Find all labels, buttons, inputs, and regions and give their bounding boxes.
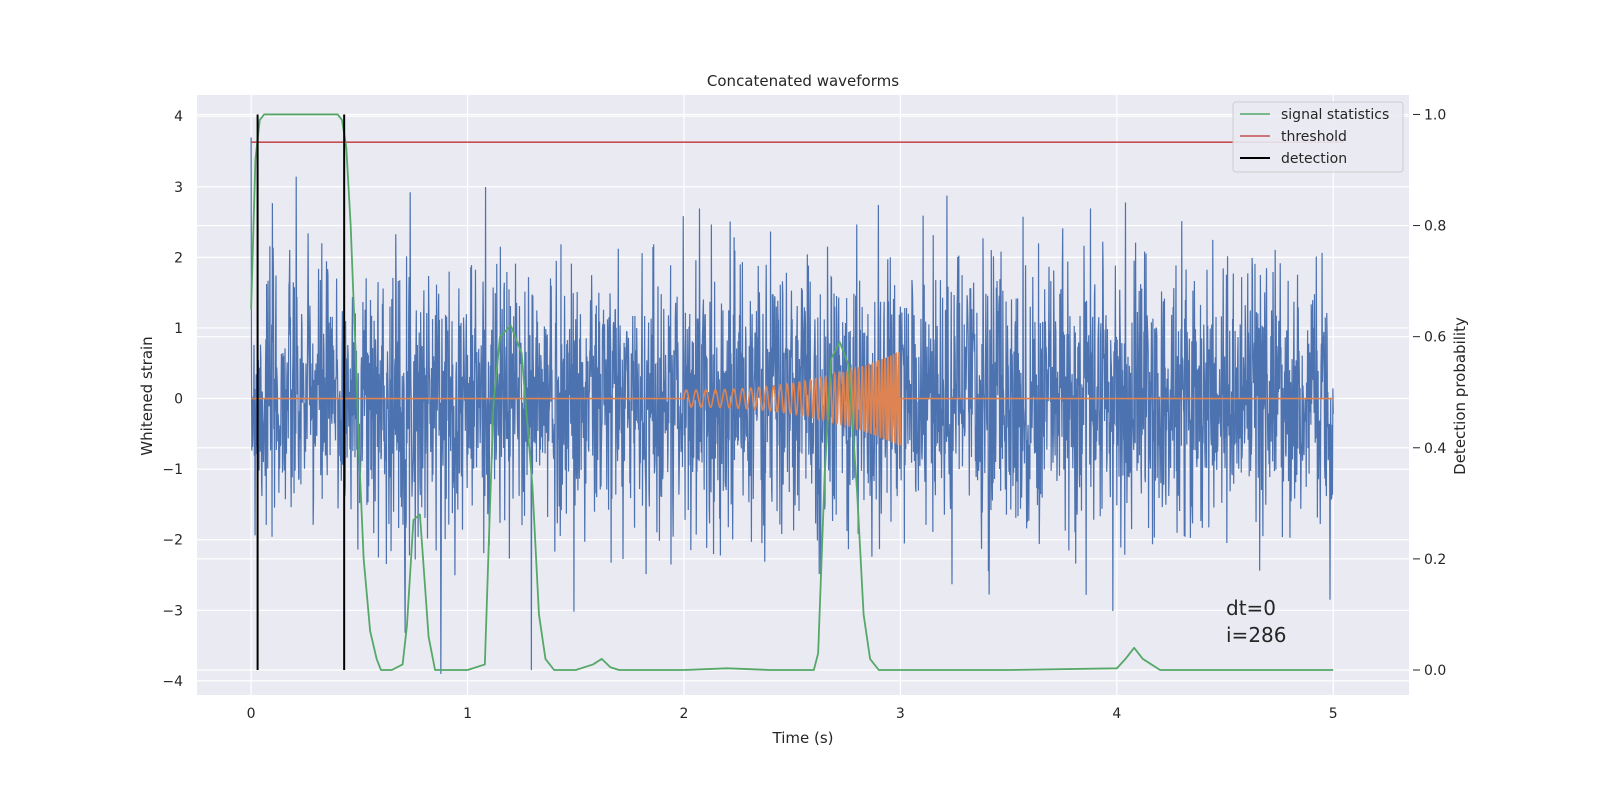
axis-ticks: 0 1 2 3 4 5 −4 −3 −2 −1 0 1 2 3 4 0.0 0.2 0.4 0.6 0.8 1.0 (162, 107, 1446, 722)
detection-overlays (250, 113, 1345, 671)
x-tick-label: 1 (463, 706, 472, 722)
y2-tick-label: 0.0 (1424, 663, 1446, 679)
annotation-dt: dt=0 (1226, 596, 1276, 620)
legend: signal statistics threshold detection (1232, 101, 1404, 173)
injected-waveform-line (251, 351, 1334, 446)
y-tick-label: −2 (162, 533, 183, 549)
signal-statistics-line (250, 113, 1334, 671)
y-tick-label: 2 (174, 250, 183, 266)
legend-label-threshold: threshold (1281, 129, 1347, 145)
legend-label-detection: detection (1281, 151, 1347, 167)
x-tick-label: 2 (680, 706, 689, 722)
legend-box (1232, 101, 1404, 173)
x-tick-label: 5 (1329, 706, 1338, 722)
injected-waveform-series (251, 351, 1334, 446)
whitened-strain-series (250, 137, 1334, 674)
whitened-strain-line (250, 137, 1334, 674)
x-tick-label: 4 (1112, 706, 1121, 722)
y2-tick-label: 0.2 (1424, 552, 1446, 568)
y2-tick-label: 0.6 (1424, 330, 1446, 346)
y-tick-label: −4 (162, 674, 183, 690)
y-tick-label: 3 (174, 180, 183, 196)
y-axis-label: Whitened strain (138, 336, 156, 455)
x-tick-label: 0 (247, 706, 256, 722)
y-tick-label: −1 (162, 462, 183, 478)
chart-title: Concatenated waveforms (707, 72, 899, 90)
y2-tick-label: 1.0 (1424, 107, 1446, 123)
x-tick-label: 3 (896, 706, 905, 722)
annotation-index: i=286 (1226, 623, 1287, 647)
y2-tick-label: 0.4 (1424, 441, 1446, 457)
y2-axis-label: Detection probability (1451, 317, 1469, 475)
y-tick-label: 0 (174, 392, 183, 408)
y2-tick-label: 0.8 (1424, 219, 1446, 235)
y-tick-label: 1 (174, 321, 183, 337)
x-axis-label: Time (s) (772, 729, 834, 747)
y-tick-label: 4 (174, 109, 183, 125)
y-tick-label: −3 (162, 603, 183, 619)
legend-label-signal-statistics: signal statistics (1281, 107, 1389, 123)
